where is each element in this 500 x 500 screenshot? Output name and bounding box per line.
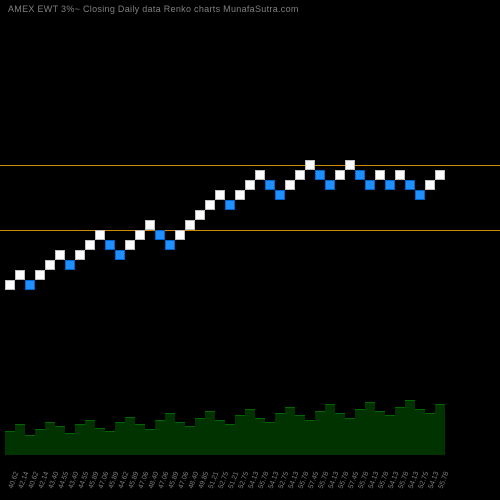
renko-brick bbox=[165, 240, 175, 250]
volume-bar bbox=[425, 413, 435, 455]
volume-bar bbox=[355, 409, 365, 455]
volume-bar bbox=[335, 413, 345, 455]
renko-brick bbox=[395, 170, 405, 180]
volume-bar bbox=[55, 426, 65, 455]
volume-bar bbox=[285, 407, 295, 455]
renko-brick bbox=[235, 190, 245, 200]
renko-brick bbox=[155, 230, 165, 240]
renko-brick bbox=[225, 200, 235, 210]
renko-brick bbox=[255, 170, 265, 180]
x-axis-labels: 40.6242.1440.6242.1443.4044.5543.4044.55… bbox=[0, 455, 500, 500]
volume-bar bbox=[275, 413, 285, 455]
renko-brick bbox=[295, 170, 305, 180]
renko-brick bbox=[345, 160, 355, 170]
volume-bar bbox=[265, 422, 275, 455]
reference-line bbox=[0, 165, 500, 166]
volume-bar bbox=[115, 422, 125, 455]
renko-brick bbox=[355, 170, 365, 180]
volume-bar bbox=[405, 400, 415, 455]
renko-brick bbox=[175, 230, 185, 240]
renko-brick bbox=[335, 170, 345, 180]
volume-bar bbox=[65, 433, 75, 455]
renko-brick bbox=[315, 170, 325, 180]
volume-bar bbox=[145, 429, 155, 455]
renko-brick bbox=[105, 240, 115, 250]
volume-bar bbox=[295, 415, 305, 455]
volume-bar bbox=[245, 409, 255, 455]
volume-bar bbox=[205, 411, 215, 455]
plot-area bbox=[0, 20, 500, 400]
renko-brick bbox=[135, 230, 145, 240]
volume-bar bbox=[5, 431, 15, 455]
chart-title: AMEX EWT 3%~ Closing Daily data Renko ch… bbox=[0, 0, 500, 18]
volume-bar bbox=[105, 431, 115, 455]
volume-bar bbox=[215, 420, 225, 455]
renko-brick bbox=[25, 280, 35, 290]
volume-bar bbox=[165, 413, 175, 455]
renko-brick bbox=[85, 240, 95, 250]
volume-bar bbox=[95, 428, 105, 456]
renko-brick bbox=[275, 190, 285, 200]
volume-bar bbox=[385, 415, 395, 455]
volume-bar bbox=[125, 417, 135, 456]
volume-bar bbox=[315, 411, 325, 455]
renko-brick bbox=[375, 170, 385, 180]
renko-brick bbox=[75, 250, 85, 260]
volume-bar bbox=[155, 420, 165, 455]
volume-bar bbox=[35, 429, 45, 455]
reference-line bbox=[0, 230, 500, 231]
renko-brick bbox=[385, 180, 395, 190]
renko-brick bbox=[325, 180, 335, 190]
renko-brick bbox=[215, 190, 225, 200]
volume-bar bbox=[75, 424, 85, 455]
renko-brick bbox=[35, 270, 45, 280]
volume-area bbox=[0, 400, 500, 455]
volume-bar bbox=[305, 420, 315, 455]
renko-brick bbox=[15, 270, 25, 280]
volume-bar bbox=[85, 420, 95, 455]
volume-bar bbox=[235, 415, 245, 455]
volume-bar bbox=[175, 422, 185, 455]
renko-brick bbox=[415, 190, 425, 200]
renko-brick bbox=[245, 180, 255, 190]
volume-bar bbox=[225, 424, 235, 455]
volume-bar bbox=[375, 411, 385, 455]
renko-brick bbox=[125, 240, 135, 250]
renko-brick bbox=[205, 200, 215, 210]
renko-brick bbox=[5, 280, 15, 290]
volume-bar bbox=[15, 424, 25, 455]
renko-brick bbox=[45, 260, 55, 270]
volume-bar bbox=[185, 426, 195, 455]
renko-brick bbox=[435, 170, 445, 180]
renko-brick bbox=[425, 180, 435, 190]
volume-bar bbox=[25, 435, 35, 455]
volume-bar bbox=[195, 418, 205, 455]
volume-bar bbox=[435, 404, 445, 455]
renko-brick bbox=[365, 180, 375, 190]
volume-bar bbox=[365, 402, 375, 455]
renko-brick bbox=[195, 210, 205, 220]
renko-brick bbox=[305, 160, 315, 170]
renko-brick bbox=[95, 230, 105, 240]
volume-bar bbox=[325, 404, 335, 455]
volume-bar bbox=[345, 418, 355, 455]
volume-bar bbox=[395, 407, 405, 455]
volume-bar bbox=[45, 422, 55, 455]
renko-brick bbox=[405, 180, 415, 190]
renko-brick bbox=[185, 220, 195, 230]
renko-brick bbox=[285, 180, 295, 190]
volume-bar bbox=[255, 418, 265, 455]
renko-brick bbox=[65, 260, 75, 270]
renko-chart-container: AMEX EWT 3%~ Closing Daily data Renko ch… bbox=[0, 0, 500, 500]
volume-bar bbox=[415, 409, 425, 455]
renko-brick bbox=[115, 250, 125, 260]
renko-brick bbox=[55, 250, 65, 260]
renko-brick bbox=[265, 180, 275, 190]
volume-bar bbox=[135, 424, 145, 455]
renko-brick bbox=[145, 220, 155, 230]
